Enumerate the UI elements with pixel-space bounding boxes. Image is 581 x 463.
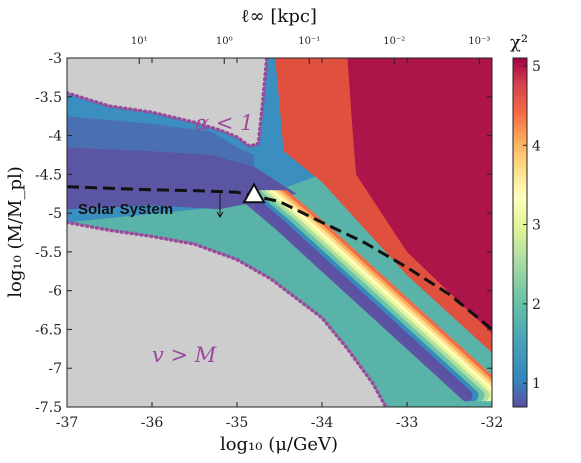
colorbar-tick-label-2: 3: [532, 218, 541, 234]
chi2-ridge-stripe-8: [239, 190, 473, 402]
y-tick-label-9: -7.5: [35, 400, 62, 416]
x-axis-title: log₁₀ (μ/GeV): [220, 434, 338, 455]
v-gt-m-region-label: v > M: [152, 343, 217, 367]
top-tick-label-4: 10⁻³: [468, 36, 490, 47]
top-tick-label-3: 10⁻²: [383, 36, 405, 47]
x-tick-label-4: -33: [396, 415, 419, 431]
top-tick-label-1: 10⁰: [216, 36, 233, 47]
y-tick-label-3: -4.5: [35, 167, 62, 183]
max-chi2-crimson-region: [347, 58, 492, 334]
plot-frame: [66, 57, 493, 408]
colorbar-tick-label-3: 4: [532, 138, 541, 154]
y-tick-label-5: -5.5: [35, 245, 62, 261]
plot-area: [67, 58, 492, 407]
annotation-layer: α < 1 v > M Solar System: [78, 111, 254, 367]
axes: -37 -36 -35 -34 -33 -32 -3 -3.5 -4 -4.5 -5 -5.5 -6 -6…: [35, 36, 503, 431]
top-tick-label-2: 10⁻¹: [298, 36, 320, 47]
solar-system-label: Solar System: [78, 201, 173, 218]
benchmark-triangle-marker: [242, 182, 266, 204]
top-axis-title: ℓ∞ [kpc]: [241, 6, 317, 27]
colorbar-gradient: [512, 57, 528, 408]
y-tick-label-6: -6: [48, 284, 62, 300]
colorbar-title: χ²: [510, 32, 528, 53]
exclusion-arrow-head: [216, 211, 224, 218]
y-tick-label-2: -4: [48, 129, 62, 145]
colorbar-tick-label-0: 1: [532, 376, 541, 392]
x-tick-label-2: -35: [226, 415, 249, 431]
y-tick-label-7: -6.5: [35, 322, 62, 338]
top-tick-label-0: 10¹: [131, 36, 148, 47]
chi2-mid-blue-stripe: [67, 116, 254, 167]
alpha-region-label: α < 1: [195, 111, 254, 135]
x-tick-label-3: -34: [311, 415, 334, 431]
y-tick-label-4: -5: [48, 206, 62, 222]
colorbar: χ² 1 2 3 4 5: [510, 32, 541, 408]
colorbar-tick-label-4: 5: [532, 59, 541, 75]
colorbar-tick-label-1: 2: [532, 297, 541, 313]
y-tick-label-0: -3: [48, 51, 62, 67]
y-tick-label-1: -3.5: [35, 90, 62, 106]
alpha-lt-1-boundary-line: [67, 58, 269, 149]
v-gt-m-boundary-line: [67, 220, 388, 407]
x-tick-label-5: -32: [481, 415, 504, 431]
x-tick-label-0: -37: [56, 415, 79, 431]
y-axis-title: log₁₀ (M/M_pl): [5, 166, 26, 298]
x-tick-label-1: -36: [141, 415, 164, 431]
y-tick-label-8: -7: [48, 361, 62, 377]
